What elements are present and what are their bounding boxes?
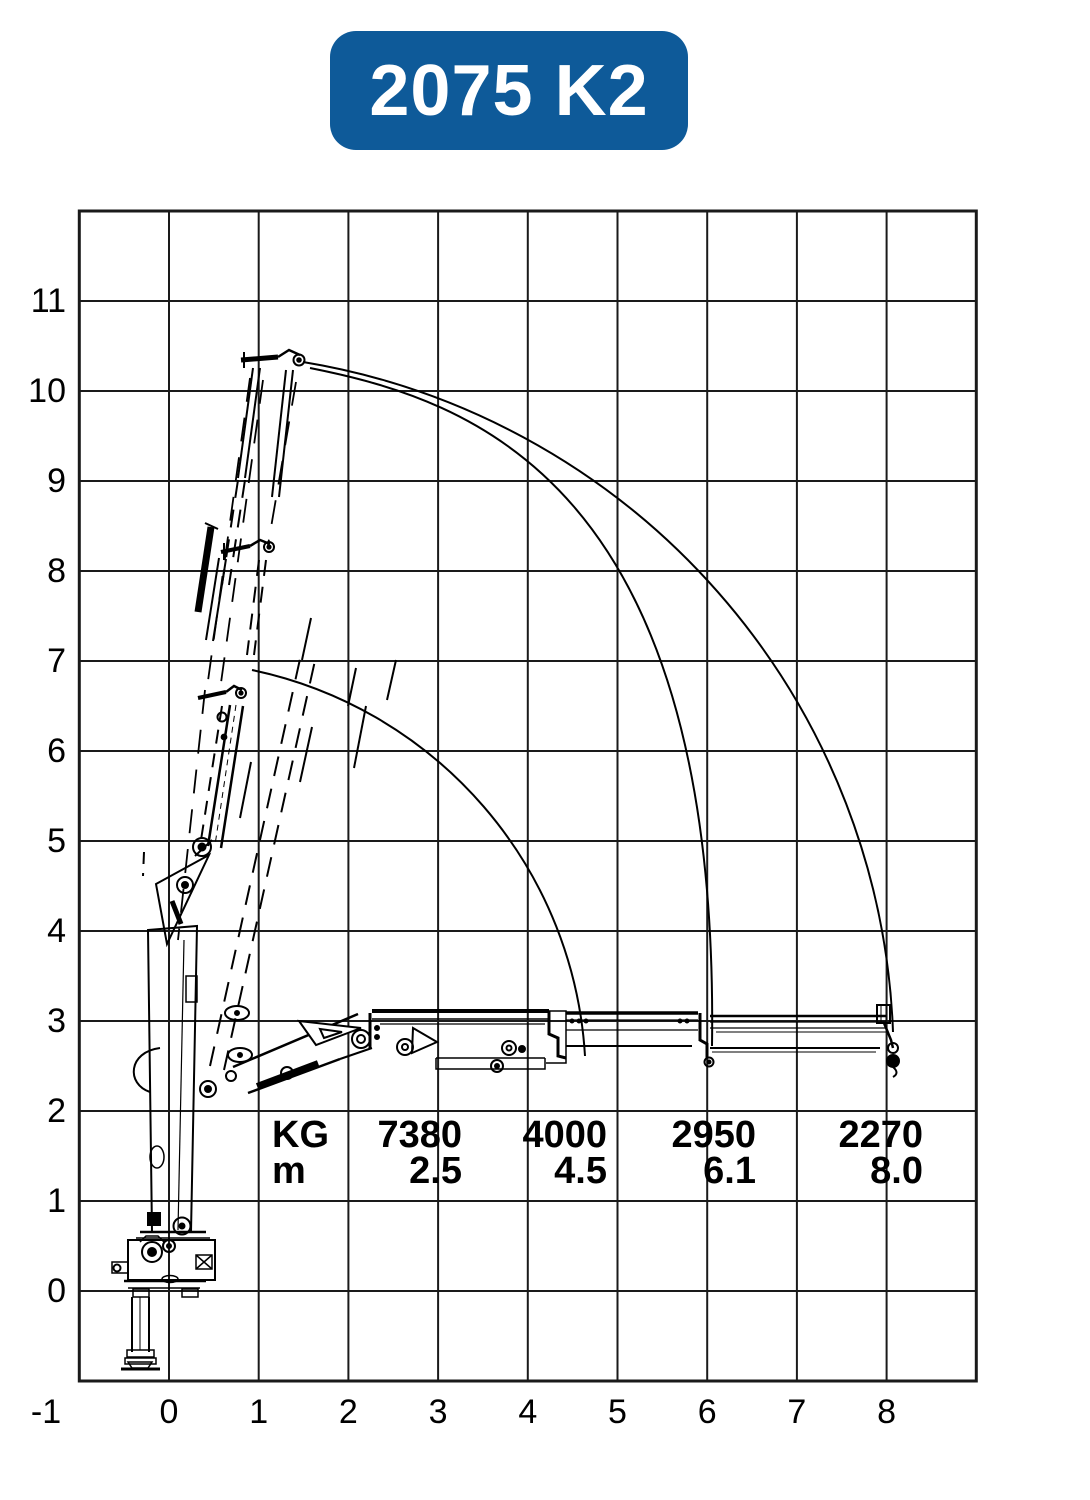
inner-reach-arc <box>251 669 586 1057</box>
head-pulley-1 <box>351 1029 371 1049</box>
hook-eye <box>887 1042 899 1054</box>
outer-reach-arc <box>302 361 894 1033</box>
capacity-kg-1: 7380 <box>377 1114 462 1156</box>
winch-drum <box>141 1241 163 1263</box>
y-tick-9: 9 <box>47 462 66 500</box>
x-tick-2: 2 <box>338 1393 358 1431</box>
x-tick-4: 4 <box>518 1393 538 1431</box>
capacity-kg-row-label: KG <box>272 1114 329 1156</box>
y-tick-5: 5 <box>47 822 66 860</box>
x-tick-3: 3 <box>428 1393 448 1431</box>
head-pulley-2 <box>396 1038 414 1056</box>
boom-gusset-plate <box>296 1019 362 1047</box>
capacity-m-4: 8.0 <box>870 1150 923 1192</box>
hook-block <box>886 1054 900 1068</box>
capacity-m-row-label: m <box>272 1150 306 1192</box>
capacity-kg-4: 2270 <box>838 1114 923 1156</box>
y-tick-8: 8 <box>47 552 66 590</box>
capacity-m-3: 6.1 <box>703 1150 756 1192</box>
knuckle-link-plate <box>154 852 212 948</box>
boom-tip-eye-2 <box>263 541 275 553</box>
boom-tip-eye-1 <box>292 353 306 367</box>
boom-tip-eye-3 <box>235 687 247 699</box>
knuckle-pin-lower <box>176 876 194 894</box>
y-tick-3: 3 <box>47 1002 66 1040</box>
y-tick-7: 7 <box>47 642 66 680</box>
model-badge: 2075 K2 <box>330 31 688 150</box>
capacity-kg-2: 4000 <box>522 1114 607 1156</box>
crane-illustration <box>111 348 900 1371</box>
capacity-m-1: 2.5 <box>409 1150 462 1192</box>
mid-reach-arc <box>309 367 714 1047</box>
y-tick-1: 1 <box>47 1182 66 1220</box>
stabilizer-leg <box>121 1297 160 1371</box>
y-tick-10: 10 <box>28 372 66 410</box>
x-tick-neg1: -1 <box>30 1393 62 1431</box>
y-tick-4: 4 <box>47 912 66 950</box>
x-tick-0: 0 <box>159 1393 179 1431</box>
x-tick-1: 1 <box>249 1393 269 1431</box>
capacity-kg-3: 2950 <box>671 1114 756 1156</box>
y-tick-6: 6 <box>47 732 66 770</box>
x-tick-6: 6 <box>697 1393 717 1431</box>
capacity-m-2: 4.5 <box>554 1150 607 1192</box>
knuckle-pin-upper <box>192 837 212 857</box>
reach-envelope-arcs <box>251 361 894 1057</box>
y-tick-2: 2 <box>47 1092 66 1130</box>
chart-grid <box>77 209 978 1383</box>
y-tick-0: 0 <box>47 1272 66 1310</box>
y-tick-11: 11 <box>30 282 66 320</box>
crane-column <box>146 924 199 1233</box>
model-badge-label: 2075 K2 <box>369 50 649 131</box>
x-tick-7: 7 <box>787 1393 807 1431</box>
x-tick-8: 8 <box>877 1393 897 1431</box>
x-tick-5: 5 <box>608 1393 627 1431</box>
